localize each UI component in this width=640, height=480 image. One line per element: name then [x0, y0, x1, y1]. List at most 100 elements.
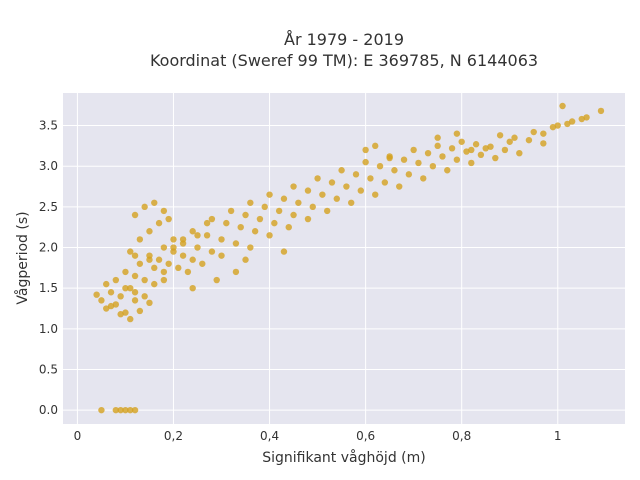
data-point: [122, 406, 129, 414]
data-point: [208, 215, 216, 223]
data-point: [372, 191, 379, 198]
data-point: [103, 305, 110, 312]
data-point: [367, 175, 374, 182]
data-point: [434, 142, 441, 150]
data-point: [122, 309, 129, 316]
data-point: [525, 136, 533, 144]
data-point: [160, 276, 168, 284]
data-point: [261, 203, 268, 211]
data-point: [218, 252, 225, 259]
x-axis-ticks: 0 0,2 0,4 0,6 0,8 1: [74, 429, 562, 443]
data-point: [170, 244, 177, 251]
data-point: [131, 406, 139, 414]
data-point: [410, 146, 417, 154]
data-point: [439, 153, 446, 160]
data-point: [184, 268, 192, 276]
data-point: [136, 260, 144, 267]
data-point: [578, 115, 585, 123]
data-point: [309, 203, 316, 211]
chart-title-line-2: Koordinat (Sweref 99 TM): E 369785, N 61…: [150, 51, 538, 70]
data-point: [516, 149, 523, 157]
data-point: [160, 207, 168, 215]
data-point: [540, 130, 547, 137]
data-point: [333, 195, 340, 202]
data-point: [127, 315, 134, 323]
data-point: [304, 215, 312, 223]
data-point: [501, 146, 509, 154]
data-point: [482, 145, 489, 152]
data-point: [458, 138, 465, 145]
data-point: [232, 240, 240, 247]
data-point: [93, 291, 100, 298]
x-tick-label: 0: [74, 429, 82, 443]
data-point: [237, 223, 244, 231]
data-point: [275, 207, 283, 215]
data-point: [227, 207, 235, 215]
data-point: [146, 256, 153, 263]
y-tick-label: 3.0: [39, 159, 58, 173]
data-point: [597, 107, 605, 115]
data-point: [189, 284, 196, 292]
x-tick-label: 0,4: [260, 429, 279, 443]
data-point: [304, 187, 312, 194]
data-point: [122, 284, 129, 292]
y-tick-label: 2.5: [39, 200, 58, 214]
data-point: [179, 252, 187, 259]
data-point: [362, 146, 369, 154]
data-point: [107, 302, 115, 310]
data-point: [280, 195, 288, 202]
data-point: [396, 183, 403, 190]
data-point: [141, 203, 148, 211]
data-point: [511, 134, 518, 141]
data-point: [127, 248, 134, 255]
data-point: [179, 236, 187, 243]
data-point: [448, 145, 456, 152]
data-point: [203, 232, 211, 239]
data-point: [314, 175, 321, 182]
data-point: [117, 406, 124, 414]
data-point: [468, 146, 475, 154]
data-point: [352, 171, 360, 178]
data-point: [271, 219, 278, 227]
y-tick-label: 3.5: [39, 119, 58, 133]
data-point: [122, 268, 129, 276]
data-point: [328, 179, 336, 186]
x-tick-label: 0,2: [164, 429, 183, 443]
data-point: [151, 280, 158, 288]
data-point: [424, 149, 432, 157]
data-point: [434, 134, 441, 141]
data-point: [323, 207, 331, 215]
data-point: [492, 154, 499, 162]
data-point: [117, 311, 124, 318]
data-point: [165, 260, 172, 267]
data-point: [568, 118, 576, 125]
data-point: [136, 307, 144, 315]
data-point: [295, 199, 302, 206]
data-point: [155, 219, 163, 227]
data-point: [564, 120, 571, 128]
data-point: [199, 260, 206, 267]
data-point: [429, 162, 437, 170]
data-point: [376, 162, 384, 170]
data-point: [319, 191, 326, 198]
data-point: [151, 264, 158, 272]
data-point: [146, 228, 153, 235]
data-point: [357, 187, 365, 194]
data-point: [463, 148, 470, 155]
data-point: [559, 102, 566, 110]
data-point: [386, 154, 393, 162]
data-point: [242, 256, 249, 263]
data-point: [549, 123, 557, 131]
data-point: [266, 232, 273, 239]
data-point: [165, 215, 172, 223]
data-point: [160, 244, 168, 251]
data-point: [146, 299, 153, 307]
data-point: [477, 151, 485, 159]
data-point: [415, 159, 422, 167]
data-point: [554, 122, 561, 129]
y-axis-ticks: 0.0 0.5 1.0 1.5 2.0 2.5 3.0 3.5: [39, 119, 58, 418]
x-tick-label: 1: [554, 429, 562, 443]
data-point: [496, 132, 504, 139]
data-point: [170, 236, 177, 243]
data-point: [247, 199, 254, 206]
